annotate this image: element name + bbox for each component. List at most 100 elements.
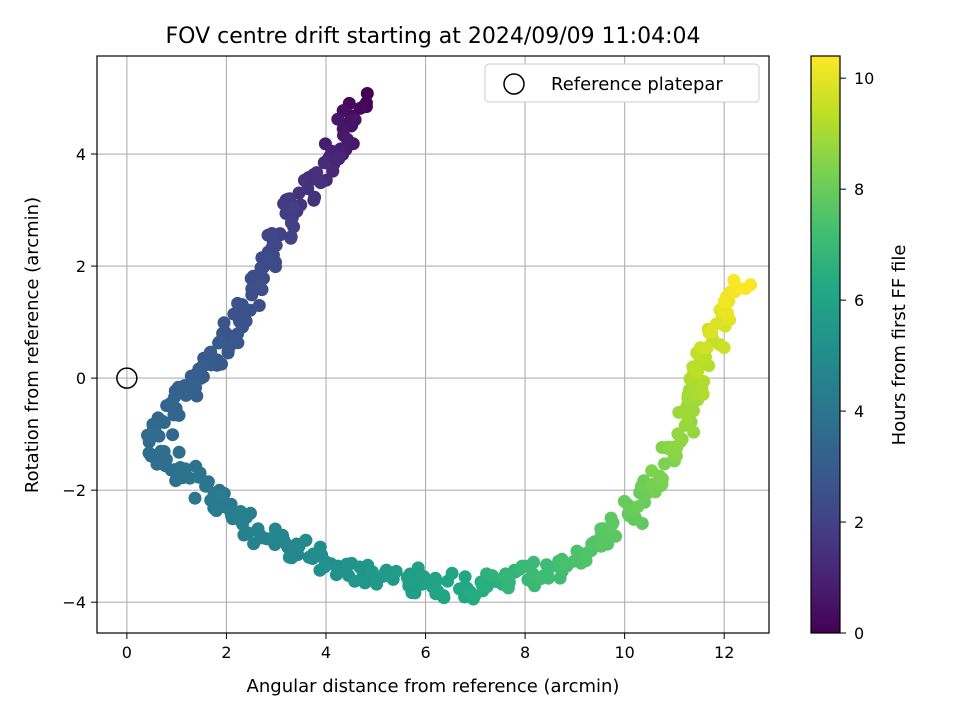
y-tick-label: −4 <box>62 593 86 612</box>
data-point <box>540 558 553 572</box>
colorbar-tick-label: 2 <box>854 513 864 532</box>
data-point <box>318 560 331 574</box>
data-point <box>213 335 227 349</box>
data-point <box>269 238 283 252</box>
colorbar-tick-label: 0 <box>854 624 864 643</box>
data-point <box>631 500 645 514</box>
data-point <box>146 419 160 433</box>
data-point <box>727 273 741 287</box>
plot-frame <box>96 55 770 634</box>
data-point <box>595 538 608 552</box>
x-axis-ticks: 0 2 4 6 8 10 12 <box>122 633 734 662</box>
data-point <box>389 564 403 578</box>
data-point <box>142 435 156 449</box>
data-point <box>371 572 384 586</box>
data-point <box>159 452 173 466</box>
x-tick-label: 0 <box>122 643 132 662</box>
reference-platepar-marker <box>116 367 138 389</box>
data-point <box>332 151 346 165</box>
y-tick-label: −2 <box>62 481 86 500</box>
data-point <box>241 526 255 540</box>
data-point <box>221 344 235 358</box>
legend-entry: Reference platepar <box>551 74 723 95</box>
data-point <box>515 559 529 573</box>
data-point <box>231 296 245 310</box>
data-point <box>699 341 713 355</box>
data-point <box>164 396 178 410</box>
data-point <box>645 464 659 478</box>
data-point <box>282 550 296 564</box>
data-point <box>605 528 619 542</box>
colorbar-tick-label: 4 <box>854 402 864 421</box>
data-point <box>302 550 316 564</box>
x-tick-label: 12 <box>714 643 734 662</box>
data-point <box>691 365 705 379</box>
data-point <box>313 540 327 554</box>
y-tick-label: 0 <box>76 369 86 388</box>
data-point <box>527 555 541 569</box>
data-point <box>254 261 268 275</box>
data-point <box>704 324 718 338</box>
data-point <box>680 409 694 423</box>
colorbar-label: Hours from first FF file <box>889 245 910 446</box>
chart-title: FOV centre drift starting at 2024/09/09 … <box>166 24 701 49</box>
x-tick-label: 6 <box>420 643 430 662</box>
data-point <box>188 491 202 505</box>
colorbar-tick-label: 10 <box>854 69 874 88</box>
data-point <box>284 231 298 245</box>
data-point <box>658 457 671 471</box>
data-point <box>251 278 265 292</box>
data-point <box>453 582 466 596</box>
legend-marker <box>503 73 525 95</box>
data-point <box>717 295 731 309</box>
data-point <box>317 156 331 170</box>
data-point <box>253 528 267 542</box>
data-point <box>166 428 180 442</box>
data-point <box>353 101 367 115</box>
data-point <box>167 408 181 422</box>
data-point <box>284 216 298 230</box>
data-point <box>209 504 223 518</box>
legend-box <box>484 63 760 103</box>
data-point <box>234 505 248 518</box>
data-point <box>266 532 280 546</box>
data-point <box>536 569 550 583</box>
data-point <box>379 563 393 577</box>
scatter-points <box>141 87 758 606</box>
data-point <box>217 316 231 330</box>
data-point <box>437 589 451 603</box>
data-point <box>331 112 345 126</box>
x-tick-label: 2 <box>221 643 231 662</box>
data-point <box>307 193 321 207</box>
y-tick-label: 4 <box>76 145 86 164</box>
data-point <box>245 288 259 302</box>
data-point <box>340 132 354 146</box>
data-point <box>214 490 228 504</box>
data-point <box>239 314 253 328</box>
colorbar-tick-label: 8 <box>854 180 864 199</box>
data-point <box>299 533 313 547</box>
data-point <box>719 305 733 318</box>
data-point <box>326 164 340 178</box>
data-point <box>203 346 217 360</box>
data-point <box>738 282 752 296</box>
colorbar <box>810 55 841 634</box>
colorbar-tick-label: 6 <box>854 291 864 310</box>
data-point <box>255 251 269 265</box>
data-point <box>314 176 328 190</box>
data-point <box>458 570 472 584</box>
colorbar-ticks: 0 2 4 6 8 10 <box>840 69 874 643</box>
data-point <box>172 445 186 459</box>
y-axis-ticks: −4 −2 0 2 4 <box>62 145 97 612</box>
data-point <box>717 341 731 354</box>
grid-lines <box>97 56 769 633</box>
y-axis-label: Rotation from reference (arcmin) <box>22 197 43 493</box>
data-point <box>157 416 171 429</box>
legend: Reference platepar <box>484 63 760 103</box>
data-point <box>606 516 620 530</box>
data-point <box>500 572 514 586</box>
x-tick-label: 10 <box>614 643 634 662</box>
data-point <box>287 201 301 215</box>
data-point <box>445 566 459 580</box>
